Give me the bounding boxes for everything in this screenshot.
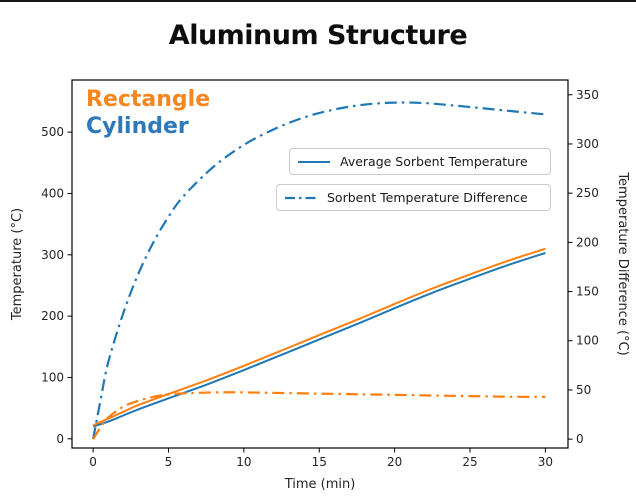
series-cylinder-sorbent-temperature-difference	[92, 101, 546, 440]
series-rectangle-average-sorbent-temperature	[92, 247, 546, 427]
x-tick-label: 15	[312, 455, 327, 469]
x-tick-label: 25	[462, 455, 477, 469]
y-left-tick-label: 400	[41, 186, 64, 200]
plot-generated-layer: 0 5 10 15 20 25 300100200300400500050100150200…	[41, 79, 599, 469]
y-axis-left-label: Temperature (°C)	[10, 208, 25, 321]
y-right-tick-label: 0	[576, 432, 584, 446]
x-tick-label: 5	[165, 455, 173, 469]
chart-title: Aluminum Structure	[168, 20, 468, 51]
annotation-rectangle: Rectangle	[86, 87, 211, 112]
y-right-tick-label: 250	[576, 186, 599, 200]
y-axis-right-label: Temperature Difference (°C)	[615, 171, 630, 355]
x-tick-label: 20	[387, 455, 402, 469]
legend-sorbent-temperature-difference: Sorbent Temperature Difference	[276, 184, 551, 211]
annotation-cylinder: Cylinder	[86, 114, 189, 139]
y-right-tick-label: 100	[576, 334, 599, 348]
legend-avg-label: Average Sorbent Temperature	[340, 154, 528, 169]
y-left-tick-label: 0	[56, 432, 64, 446]
x-tick-label: 10	[236, 455, 251, 469]
y-right-tick-label: 50	[576, 383, 591, 397]
y-left-tick-label: 100	[41, 370, 64, 384]
y-left-tick-label: 200	[41, 309, 64, 323]
legend-solid-line-icon	[298, 160, 330, 163]
x-tick-label: 0	[89, 455, 97, 469]
x-axis-label: Time (min)	[284, 477, 356, 492]
series-cylinder-average-sorbent-temperature	[92, 252, 546, 428]
legend-diff-label: Sorbent Temperature Difference	[327, 190, 528, 205]
legend-dashdot-line-icon	[285, 196, 317, 199]
y-right-tick-label: 350	[576, 88, 599, 102]
y-left-tick-label: 300	[41, 248, 64, 262]
y-left-tick-label: 500	[41, 125, 64, 139]
series-rectangle-sorbent-temperature-difference	[92, 391, 546, 440]
y-right-tick-label: 150	[576, 285, 599, 299]
x-tick-label: 30	[538, 455, 553, 469]
window-top-edge	[0, 0, 636, 2]
y-right-tick-label: 300	[576, 137, 599, 151]
plot-border	[71, 79, 569, 449]
legend-average-sorbent-temperature: Average Sorbent Temperature	[289, 148, 551, 175]
y-right-tick-label: 200	[576, 235, 599, 249]
